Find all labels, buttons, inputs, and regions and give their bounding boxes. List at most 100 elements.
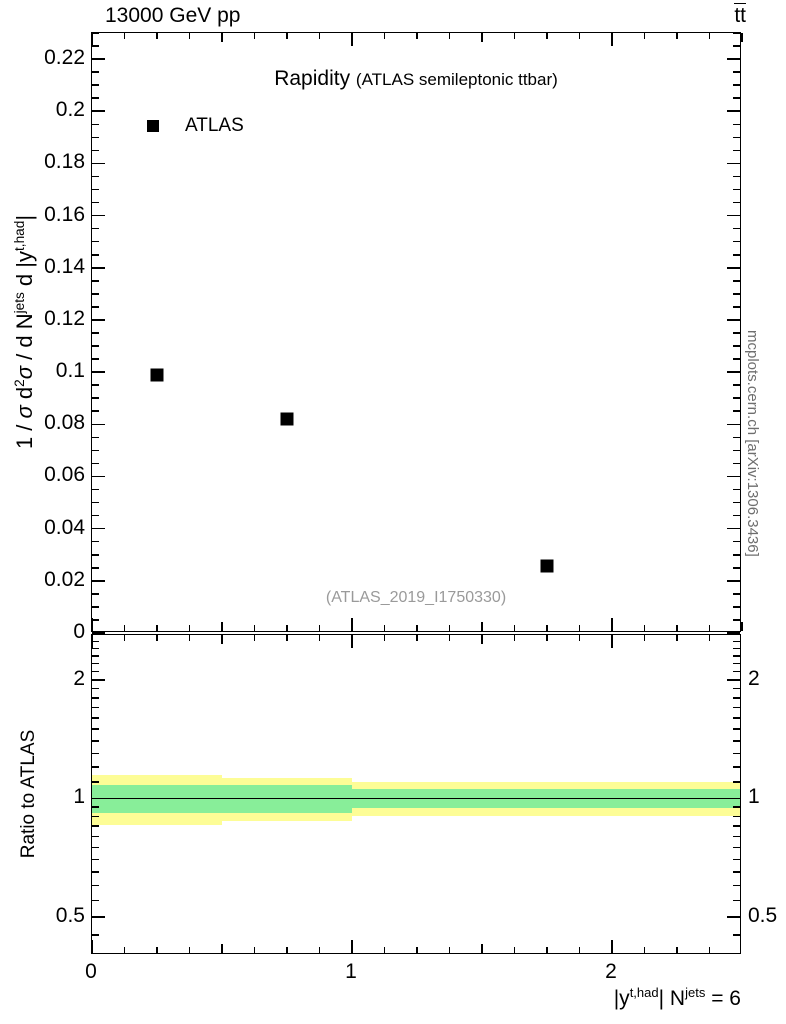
axis-tick — [351, 33, 353, 46]
axis-tick — [733, 619, 740, 621]
axis-tick — [733, 825, 740, 827]
axis-tick — [611, 618, 613, 631]
axis-tick — [727, 214, 740, 217]
axis-tick — [92, 45, 99, 47]
axis-tick — [733, 306, 740, 308]
axis-tick — [643, 635, 646, 641]
axis-tick — [733, 501, 740, 504]
axis-tick — [318, 635, 321, 641]
axis-tick — [708, 947, 711, 953]
axis-tick — [92, 149, 99, 152]
axis-tick — [188, 625, 191, 631]
axis-tick — [643, 33, 646, 39]
axis-tick — [92, 227, 99, 230]
axis-tick — [92, 752, 99, 755]
axis-tick — [318, 33, 321, 39]
axis-tick — [733, 728, 740, 730]
axis-tick — [416, 635, 418, 641]
axis-tick — [611, 33, 613, 46]
axis-tick — [92, 345, 99, 347]
axis-tick — [733, 593, 740, 595]
axis-tick — [92, 397, 99, 399]
axis-tick — [156, 33, 158, 39]
axis-tick — [92, 97, 99, 99]
data-point-marker — [150, 368, 164, 382]
axis-tick — [92, 728, 99, 730]
axis-tick — [92, 201, 99, 204]
axis-tick — [733, 136, 740, 139]
axis-tick — [92, 740, 99, 742]
axis-tick — [733, 640, 740, 643]
axis-tick — [733, 84, 740, 86]
axis-tick — [92, 647, 99, 650]
axis-tick — [92, 266, 105, 269]
axis-tick — [643, 625, 646, 631]
main-y-tick-label: 0.12 — [44, 306, 85, 330]
axis-tick — [92, 462, 99, 465]
axis-tick — [123, 625, 126, 631]
source-watermark: mcplots.cern.ch [arXiv:1306.3436] — [744, 330, 761, 557]
axis-tick — [351, 618, 353, 631]
axis-tick — [733, 846, 740, 849]
axis-tick — [727, 58, 740, 60]
axis-tick — [733, 858, 740, 861]
axis-tick — [578, 635, 581, 641]
axis-tick — [92, 846, 99, 849]
axis-tick — [92, 884, 99, 887]
ratio-reference-line — [92, 798, 740, 800]
axis-tick — [92, 670, 99, 673]
axis-tick — [92, 606, 99, 608]
axis-tick — [733, 293, 740, 295]
axis-tick — [92, 319, 105, 321]
axis-tick — [727, 162, 740, 165]
analysis-id-watermark: (ATLAS_2019_I1750330) — [325, 589, 507, 606]
axis-tick — [733, 358, 740, 360]
axis-tick — [92, 423, 105, 426]
axis-tick — [92, 934, 99, 936]
axis-tick — [733, 384, 740, 386]
ratio-y-tick-label: 1 — [73, 785, 85, 809]
axis-tick — [92, 662, 99, 665]
axis-tick — [741, 33, 743, 42]
axis-tick — [92, 32, 99, 34]
axis-tick — [733, 201, 740, 204]
axis-tick — [727, 110, 740, 113]
axis-tick — [733, 449, 740, 452]
axis-tick — [448, 33, 451, 39]
legend: ATLAS — [147, 115, 244, 137]
axis-tick — [546, 33, 548, 39]
axis-tick — [733, 697, 740, 699]
axis-tick — [383, 947, 386, 953]
axis-tick — [727, 632, 740, 634]
axis-tick — [643, 947, 646, 953]
axis-tick — [92, 781, 99, 783]
axis-tick — [727, 475, 740, 478]
axis-tick — [92, 797, 105, 800]
axis-tick — [92, 84, 99, 86]
axis-tick — [92, 553, 99, 556]
axis-tick — [727, 916, 740, 918]
axis-tick — [92, 384, 99, 386]
axis-tick — [676, 33, 678, 39]
axis-tick — [123, 33, 126, 39]
header-process-label: tt — [734, 2, 746, 28]
main-y-tick-label: 0.16 — [44, 202, 85, 226]
main-plot-panel: Rapidity (ATLAS semileptonic ttbar) ATLA… — [91, 32, 743, 634]
axis-tick — [733, 188, 740, 191]
axis-tick — [188, 635, 191, 641]
axis-tick — [92, 488, 99, 491]
axis-tick — [733, 655, 740, 657]
main-y-tick-label: 0.06 — [44, 463, 85, 487]
axis-tick — [92, 475, 105, 478]
axis-tick — [733, 566, 740, 569]
ratio-y-tick-label-right: 1 — [748, 785, 760, 809]
axis-tick — [92, 632, 105, 634]
axis-tick — [733, 540, 740, 543]
axis-tick — [733, 871, 740, 873]
axis-tick — [92, 175, 99, 178]
axis-tick — [92, 697, 99, 699]
axis-tick — [253, 625, 256, 631]
axis-tick — [92, 706, 99, 709]
axis-tick — [733, 781, 740, 783]
main-y-tick-label: 0.14 — [44, 254, 85, 278]
